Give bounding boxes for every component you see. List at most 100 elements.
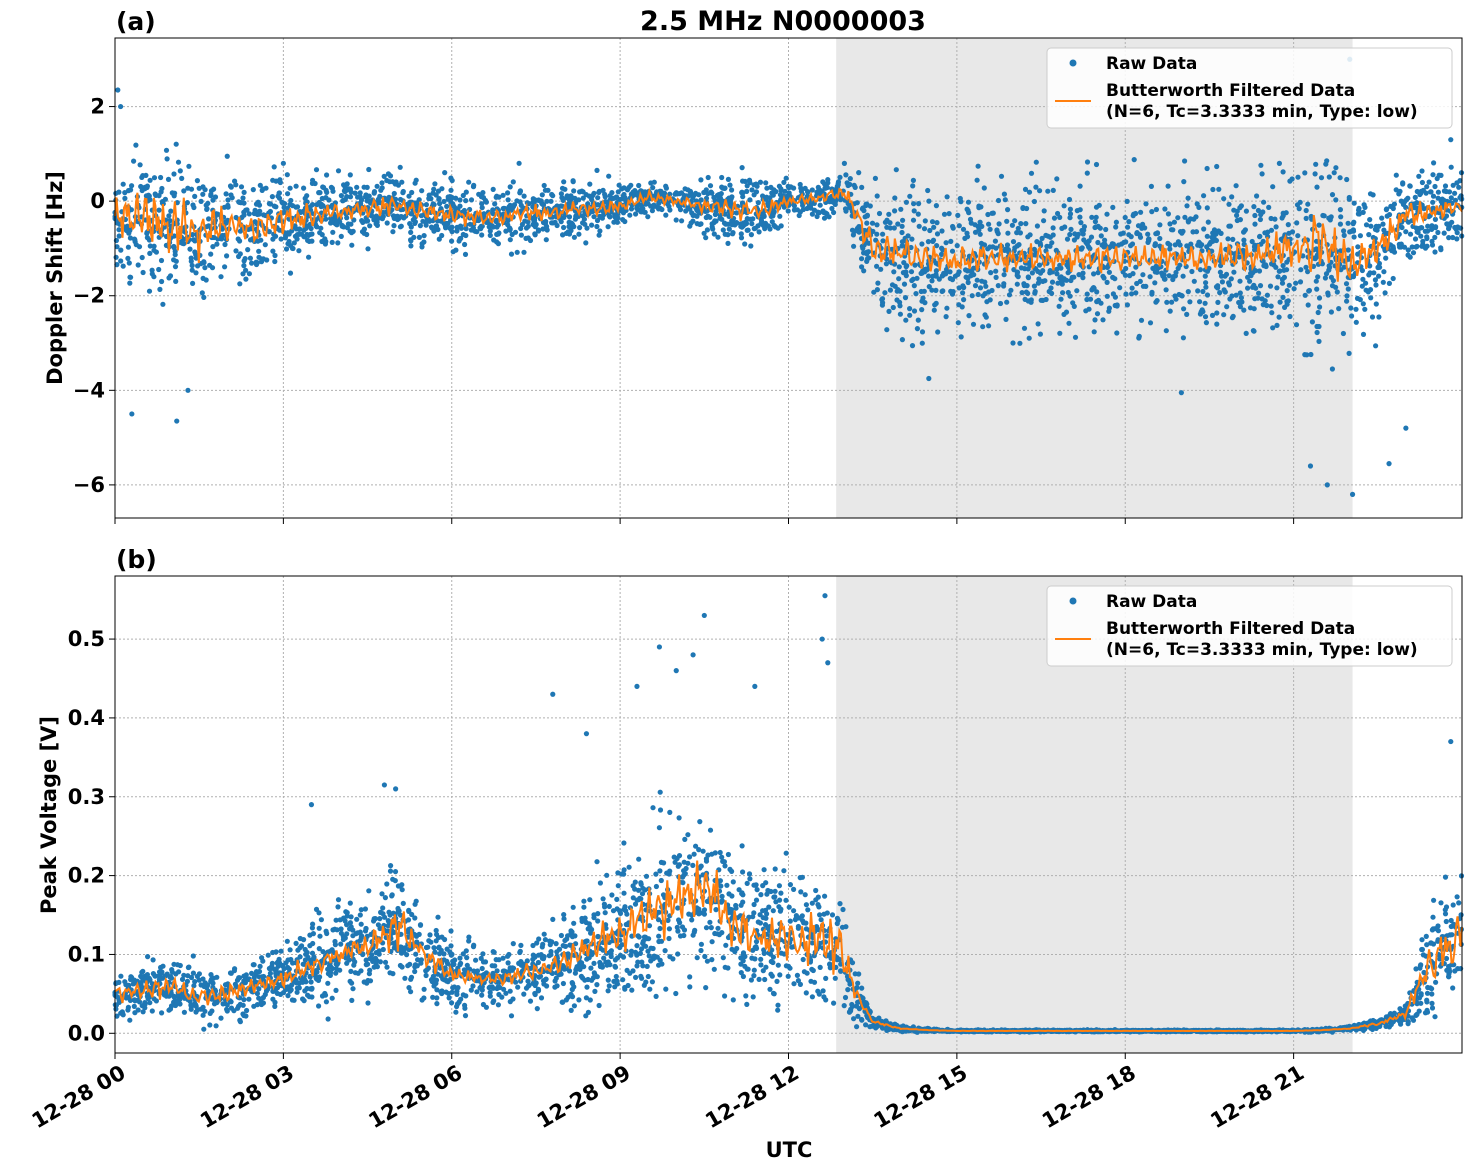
raw-point xyxy=(1197,299,1203,305)
raw-point xyxy=(1438,900,1444,906)
raw-point xyxy=(859,985,865,991)
raw-point xyxy=(1094,311,1101,317)
raw-point xyxy=(171,245,177,251)
raw-point xyxy=(1393,172,1399,178)
raw-outlier-point xyxy=(1178,390,1184,396)
raw-point xyxy=(1222,289,1228,295)
raw-point xyxy=(1225,236,1231,242)
raw-point xyxy=(454,228,460,234)
raw-point xyxy=(985,211,991,218)
raw-point xyxy=(1237,290,1243,296)
raw-point xyxy=(1305,269,1311,275)
raw-point xyxy=(763,180,769,186)
raw-point xyxy=(919,270,925,276)
raw-point xyxy=(890,304,896,311)
raw-point xyxy=(638,209,644,215)
raw-point xyxy=(1138,317,1145,323)
raw-point xyxy=(159,278,165,285)
raw-point xyxy=(1040,297,1046,303)
raw-point xyxy=(198,198,204,204)
raw-point xyxy=(1081,237,1087,243)
raw-point xyxy=(559,185,566,191)
raw-point xyxy=(1370,192,1376,198)
raw-point xyxy=(1268,303,1274,309)
raw-point xyxy=(1381,269,1387,275)
raw-point xyxy=(931,224,937,230)
raw-point xyxy=(482,197,489,204)
raw-point xyxy=(1217,290,1223,296)
raw-point xyxy=(1133,290,1139,296)
raw-point xyxy=(726,891,732,897)
raw-point xyxy=(621,185,627,191)
raw-point xyxy=(1180,273,1186,279)
raw-point xyxy=(949,277,956,283)
raw-point xyxy=(1328,309,1334,315)
raw-point xyxy=(319,232,325,238)
raw-point xyxy=(461,207,467,214)
raw-point xyxy=(606,173,612,179)
raw-point xyxy=(1182,214,1188,220)
raw-point xyxy=(900,217,906,223)
raw-point xyxy=(222,241,228,248)
raw-point xyxy=(946,211,952,217)
raw-point xyxy=(747,876,753,882)
raw-point xyxy=(272,252,278,259)
raw-point xyxy=(1317,304,1323,310)
raw-point xyxy=(1306,288,1312,294)
raw-point xyxy=(1204,233,1210,239)
raw-point xyxy=(477,225,483,231)
raw-point xyxy=(1092,219,1098,225)
raw-point xyxy=(175,159,182,165)
raw-point xyxy=(1015,274,1021,280)
raw-point xyxy=(980,293,986,299)
raw-point xyxy=(936,276,942,282)
raw-point xyxy=(172,264,179,270)
raw-point xyxy=(911,283,917,289)
raw-point xyxy=(816,187,822,193)
raw-point xyxy=(933,268,940,274)
raw-point xyxy=(302,195,308,201)
raw-point xyxy=(487,232,493,238)
raw-point xyxy=(1379,215,1385,221)
raw-point xyxy=(694,207,700,213)
raw-point xyxy=(775,225,781,231)
raw-point xyxy=(1022,186,1029,192)
raw-point xyxy=(1058,274,1064,280)
raw-point xyxy=(775,1002,781,1008)
raw-point xyxy=(1031,283,1037,289)
raw-point xyxy=(864,220,870,226)
raw-point xyxy=(1023,289,1029,295)
raw-point xyxy=(995,197,1002,204)
raw-point xyxy=(309,231,315,237)
raw-point xyxy=(989,287,995,294)
raw-outlier-point xyxy=(118,103,124,110)
raw-point xyxy=(1213,231,1219,237)
raw-point xyxy=(166,275,172,281)
raw-point xyxy=(1154,230,1161,236)
raw-point xyxy=(771,187,777,193)
raw-point xyxy=(1418,233,1424,239)
raw-point xyxy=(964,230,970,236)
raw-point xyxy=(1064,262,1070,268)
raw-point xyxy=(1093,161,1100,168)
raw-point xyxy=(296,226,302,232)
raw-point xyxy=(1077,214,1083,220)
raw-point xyxy=(907,193,913,199)
raw-point xyxy=(568,228,574,234)
raw-point xyxy=(505,190,511,196)
raw-point xyxy=(740,869,746,875)
raw-point xyxy=(723,942,729,948)
raw-point xyxy=(1104,211,1110,217)
raw-point xyxy=(1429,1000,1435,1007)
raw-point xyxy=(891,225,897,231)
raw-point xyxy=(650,185,656,191)
raw-point xyxy=(462,251,469,257)
raw-point xyxy=(710,226,716,232)
raw-point xyxy=(1221,196,1227,202)
raw-point xyxy=(1095,239,1101,246)
raw-point xyxy=(1014,269,1021,275)
raw-point xyxy=(751,901,757,908)
raw-point xyxy=(1331,170,1337,176)
raw-point xyxy=(1061,203,1067,209)
raw-point xyxy=(287,185,293,191)
